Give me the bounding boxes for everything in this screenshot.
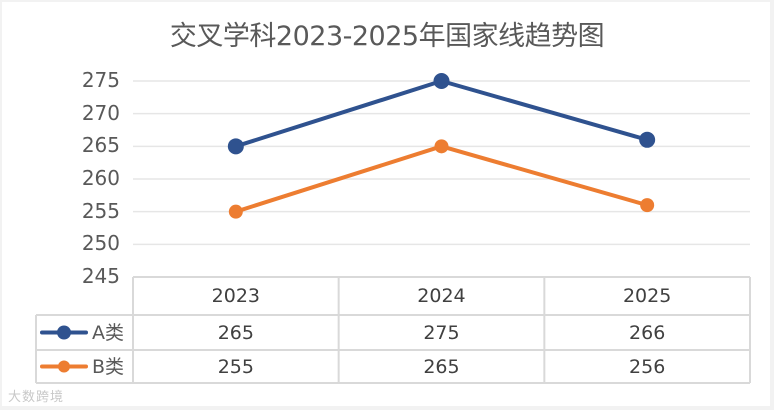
data-point-marker xyxy=(433,73,450,89)
legend-marker-icon xyxy=(57,325,71,340)
y-tick-label: 260 xyxy=(81,166,120,190)
table-header-cell: 2025 xyxy=(622,285,672,307)
legend-label: A类 xyxy=(92,321,124,344)
table-value-cell: 255 xyxy=(217,355,254,378)
chart-title: 交叉学科2023-2025年国家线趋势图 xyxy=(169,21,605,52)
data-point-marker xyxy=(228,204,243,219)
table-header-cell: 2023 xyxy=(211,285,260,307)
data-point-marker xyxy=(640,198,655,213)
table-value-cell: 256 xyxy=(629,355,666,378)
y-tick-label: 250 xyxy=(81,231,120,256)
watermark: 大数跨境 xyxy=(8,390,65,405)
data-point-marker xyxy=(227,138,244,155)
data-point-marker xyxy=(639,131,656,148)
y-tick-label: 255 xyxy=(81,198,120,223)
table-value-cell: 266 xyxy=(629,321,666,344)
y-tick-label: 265 xyxy=(81,133,120,158)
table-header-cell: 2024 xyxy=(417,285,466,307)
y-tick-label: 270 xyxy=(81,100,120,125)
table-value-cell: 265 xyxy=(423,355,460,378)
legend-marker-icon xyxy=(58,360,70,373)
legend-label: B类 xyxy=(92,355,125,378)
y-tick-label: 275 xyxy=(81,68,120,92)
table-value-cell: 275 xyxy=(423,321,460,344)
data-point-marker xyxy=(434,139,449,154)
y-tick-label: 245 xyxy=(81,264,120,288)
table-value-cell: 265 xyxy=(217,321,254,344)
